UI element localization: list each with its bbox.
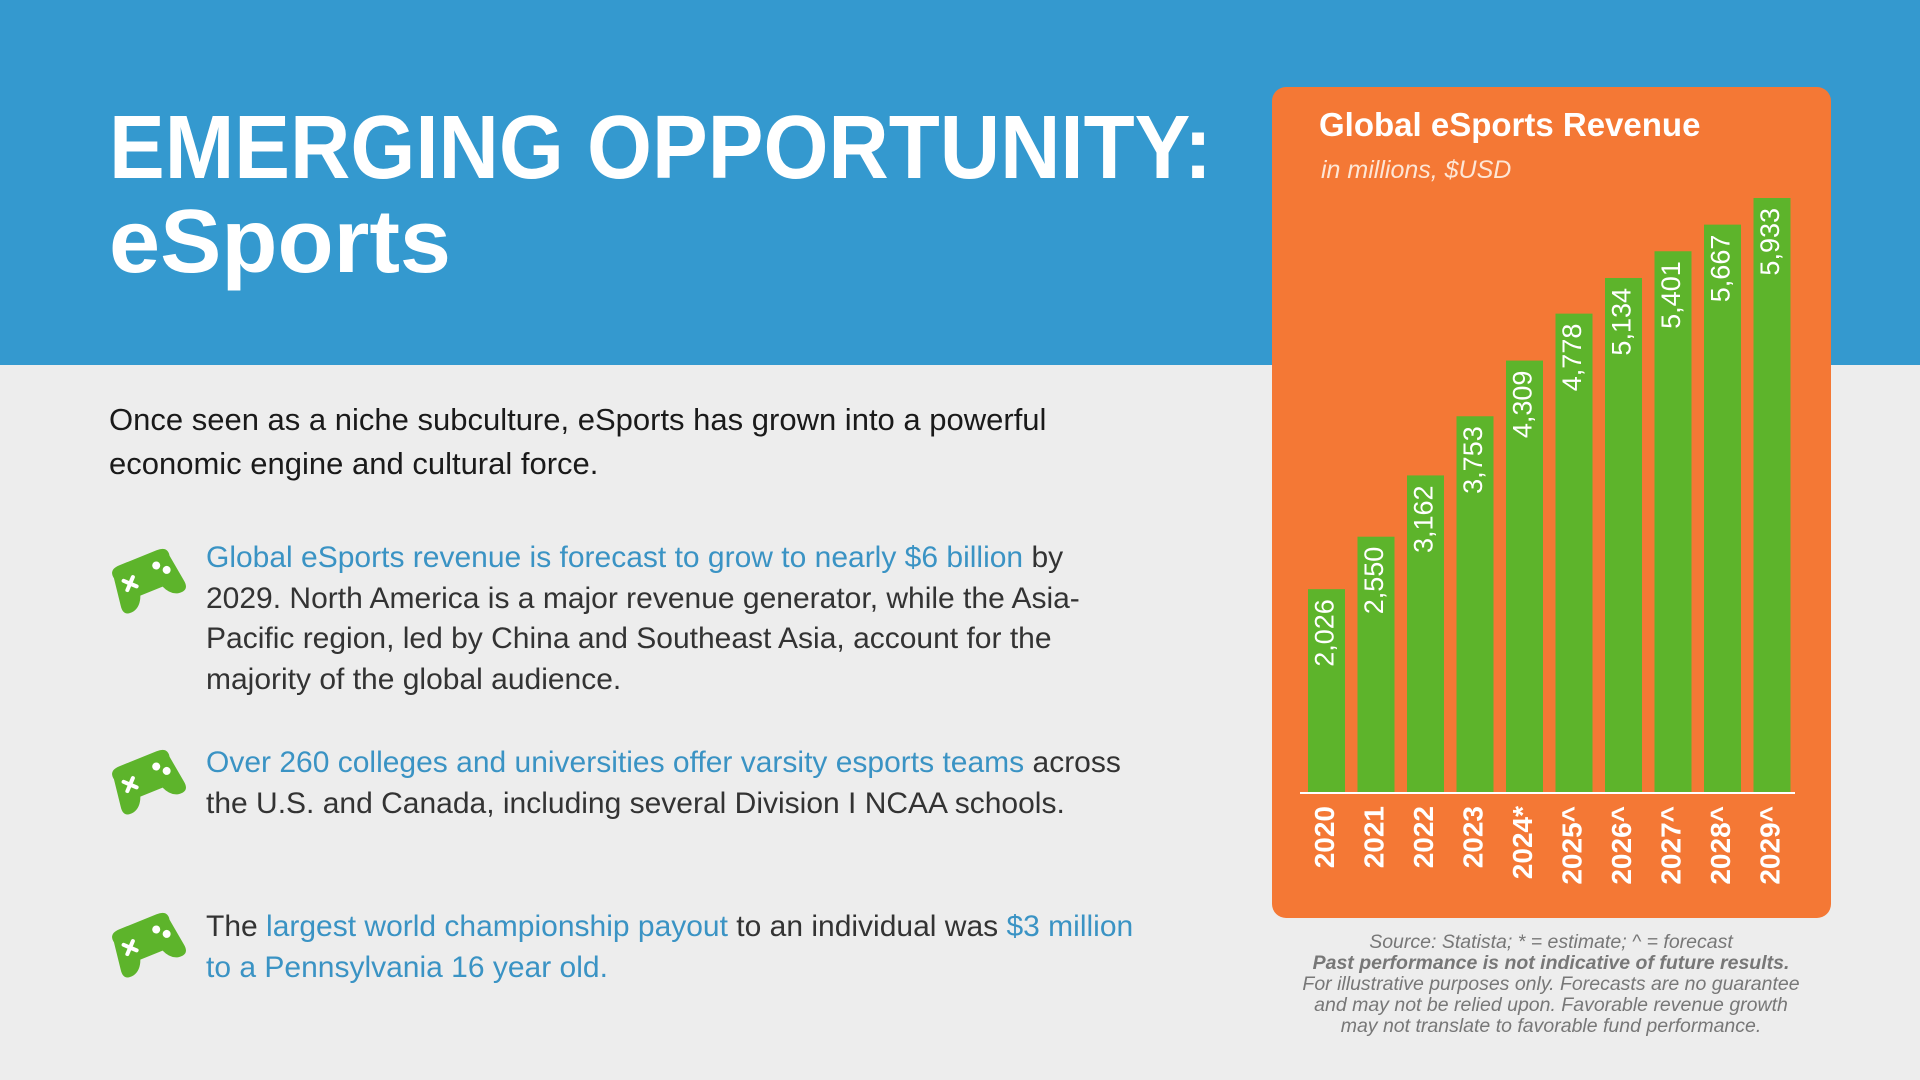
footnote: may not translate to favorable fund perf… bbox=[1341, 1015, 1762, 1037]
x-tick-label: 2026^ bbox=[1606, 806, 1637, 885]
bullet: Over 260 colleges and universities offer… bbox=[206, 743, 1146, 824]
bullet-highlight: $3 million to a Pennsylvania 16 year old… bbox=[206, 910, 1134, 984]
bar bbox=[1456, 416, 1494, 792]
bullet-text: across the U.S. and Canada, including se… bbox=[206, 746, 1121, 820]
bar bbox=[1654, 251, 1692, 793]
x-tick-label: 2022 bbox=[1408, 806, 1439, 868]
footnote: For illustrative purposes only. Forecast… bbox=[1302, 973, 1799, 995]
gamepad-icon bbox=[104, 542, 190, 618]
bullet-highlight: Over 260 colleges and universities offer… bbox=[206, 746, 1025, 779]
bullet: Global eSports revenue is forecast to gr… bbox=[206, 538, 1146, 700]
bullet-highlight: Global eSports revenue is forecast to gr… bbox=[206, 541, 1024, 574]
footnote: and may not be relied upon. Favorable re… bbox=[1314, 994, 1788, 1016]
value-label: 5,933 bbox=[1755, 208, 1785, 276]
gamepad-icon bbox=[104, 743, 190, 819]
bar bbox=[1555, 313, 1593, 792]
value-label: 4,309 bbox=[1508, 371, 1538, 439]
x-tick-label: 2027^ bbox=[1655, 806, 1686, 885]
x-tick-label: 2021 bbox=[1358, 806, 1389, 868]
x-tick-label: 2025^ bbox=[1556, 806, 1587, 885]
x-tick-label: 2024* bbox=[1507, 806, 1538, 879]
value-label: 2,550 bbox=[1359, 547, 1389, 615]
intro: Once seen as a niche subculture, eSports… bbox=[109, 402, 1047, 481]
bar bbox=[1357, 536, 1395, 792]
value-label: 5,134 bbox=[1607, 288, 1637, 356]
bullet-text: The bbox=[206, 910, 267, 943]
bar bbox=[1407, 475, 1444, 792]
bullet-highlight: largest world championship payout bbox=[266, 910, 728, 943]
bullet: The largest world championship payout to… bbox=[206, 907, 1146, 988]
value-label: 5,667 bbox=[1706, 235, 1736, 303]
gamepad-icon bbox=[104, 906, 190, 982]
x-tick-label: 2028^ bbox=[1705, 806, 1736, 885]
page-subtitle: eSports bbox=[109, 192, 451, 292]
bullet-text: to an individual was bbox=[727, 910, 1007, 943]
value-label: 5,401 bbox=[1656, 261, 1686, 329]
page-title: EMERGING OPPORTUNITY: bbox=[109, 98, 1212, 198]
value-label: 3,753 bbox=[1458, 426, 1488, 494]
x-tick-label: 2020 bbox=[1309, 806, 1340, 868]
bar bbox=[1753, 198, 1791, 792]
chart-title: Global eSports Revenue bbox=[1319, 106, 1700, 143]
x-tick-label: 2023 bbox=[1457, 806, 1488, 868]
value-label: 2,026 bbox=[1310, 599, 1340, 667]
footnote: Past performance is not indicative of fu… bbox=[1313, 952, 1790, 974]
value-label: 4,778 bbox=[1557, 324, 1587, 392]
bar bbox=[1605, 277, 1642, 792]
bar bbox=[1506, 360, 1543, 792]
bar bbox=[1308, 589, 1345, 792]
bar bbox=[1704, 224, 1741, 793]
chart-subtitle: in millions, $USD bbox=[1321, 156, 1511, 184]
footnote: Source: Statista; * = estimate; ^ = fore… bbox=[1369, 931, 1734, 953]
bullet-text: by 2029. North America is a major revenu… bbox=[206, 541, 1080, 696]
value-label: 3,162 bbox=[1409, 485, 1439, 553]
x-tick-label: 2029^ bbox=[1754, 806, 1785, 885]
